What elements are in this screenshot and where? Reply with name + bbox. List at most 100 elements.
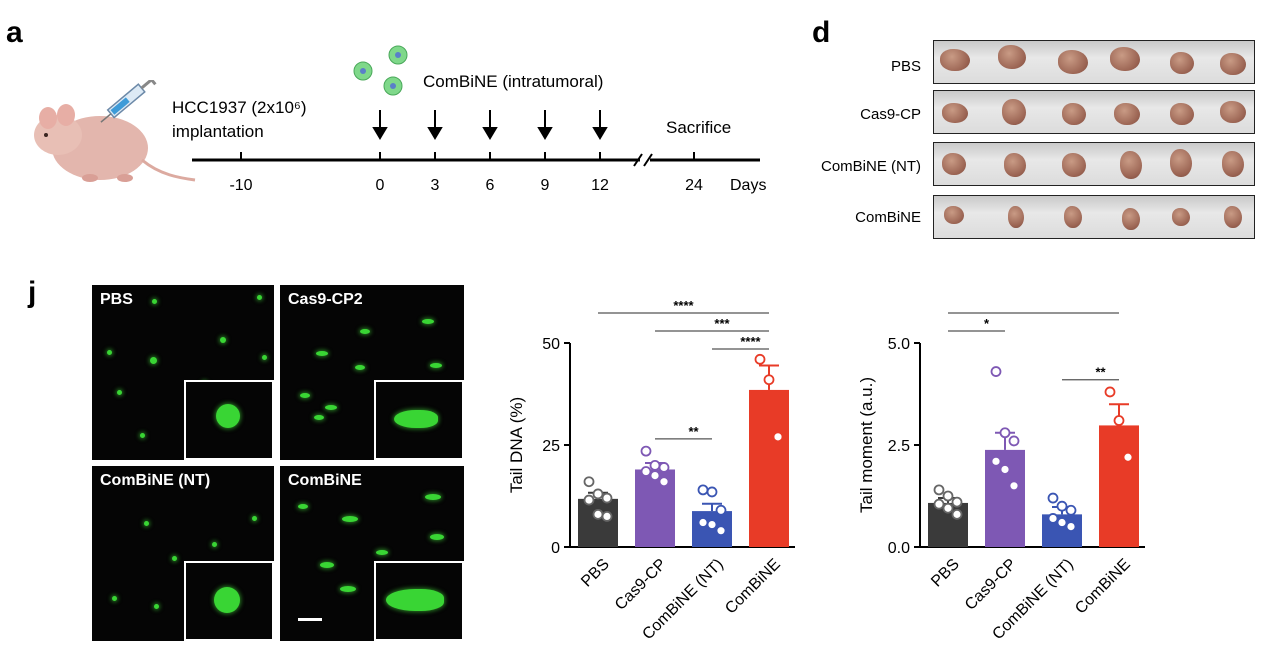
tumor bbox=[1062, 103, 1086, 125]
data-point bbox=[715, 525, 727, 537]
tumor bbox=[1224, 206, 1242, 228]
tumor-photo-row-combine bbox=[933, 195, 1255, 239]
tumor bbox=[998, 45, 1026, 69]
data-point bbox=[1047, 513, 1059, 524]
data-point bbox=[999, 427, 1011, 439]
tumor bbox=[1170, 52, 1194, 74]
x-tick-label: ComBiNE bbox=[1072, 556, 1134, 618]
data-point bbox=[1122, 451, 1134, 463]
data-point bbox=[1104, 386, 1116, 398]
scale-bar bbox=[298, 618, 322, 621]
timeline-axis bbox=[192, 110, 760, 167]
tumor bbox=[942, 103, 968, 123]
data-point bbox=[640, 466, 652, 477]
tumor bbox=[1002, 99, 1026, 125]
data-point bbox=[583, 476, 595, 488]
timeline-tick: -10 bbox=[229, 177, 253, 194]
data-point bbox=[763, 374, 775, 386]
comet-image-label: ComBiNE (NT) bbox=[100, 472, 211, 489]
comet-inset bbox=[374, 380, 464, 460]
photo-row-label: PBS bbox=[890, 58, 921, 75]
significance-label: *** bbox=[714, 316, 730, 331]
tumor bbox=[1114, 103, 1140, 125]
y-tick-label: 50 bbox=[542, 336, 560, 353]
mouse-illustration bbox=[34, 80, 196, 182]
data-point bbox=[1008, 435, 1020, 447]
y-axis-label: Tail DNA (%) bbox=[507, 397, 526, 493]
data-point bbox=[1065, 521, 1077, 533]
tumor bbox=[1220, 53, 1246, 75]
significance-label: **** bbox=[740, 334, 761, 349]
tumor-photo-row-pbs bbox=[933, 40, 1255, 84]
comet-inset bbox=[374, 561, 464, 641]
tumor-photo-row-cas9-cp bbox=[933, 90, 1255, 134]
bar bbox=[749, 389, 789, 547]
panel-label-d: d bbox=[812, 16, 831, 49]
tumor bbox=[1120, 151, 1142, 179]
photo-row-label: Cas9-CP bbox=[860, 106, 921, 123]
data-point bbox=[1056, 517, 1068, 528]
comet-image-cas9-cp2: Cas9-CP2 bbox=[280, 285, 464, 460]
data-point bbox=[1113, 415, 1125, 426]
data-point bbox=[658, 476, 670, 488]
data-point bbox=[706, 486, 718, 498]
data-point bbox=[951, 496, 963, 508]
tumor bbox=[944, 206, 964, 224]
tumor bbox=[1062, 153, 1086, 177]
significance-label: * bbox=[984, 316, 990, 331]
data-point bbox=[601, 492, 613, 504]
data-point bbox=[999, 464, 1011, 475]
x-tick-label: PBS bbox=[578, 556, 613, 591]
data-point bbox=[649, 459, 661, 471]
tumor bbox=[1110, 47, 1140, 71]
data-point bbox=[933, 484, 945, 496]
photo-row-label: ComBiNE (NT) bbox=[821, 158, 921, 175]
data-point bbox=[951, 508, 963, 520]
timeline-tick: 24 bbox=[685, 177, 703, 194]
tumor bbox=[1170, 149, 1192, 177]
data-point bbox=[706, 519, 718, 530]
tumor bbox=[940, 49, 970, 71]
data-point bbox=[772, 431, 784, 443]
tumor bbox=[1004, 153, 1026, 177]
tumor bbox=[942, 153, 966, 175]
treatment-label: ComBiNE (intratumoral) bbox=[423, 72, 604, 91]
y-axis-label: Tail moment (a.u.) bbox=[857, 377, 876, 513]
data-point bbox=[697, 484, 709, 496]
significance-label: ** bbox=[688, 424, 699, 439]
comet-image-pbs: PBS bbox=[92, 285, 274, 460]
implantation-label: HCC1937 (2x10⁶) implantation bbox=[172, 98, 307, 141]
tumor bbox=[1170, 103, 1194, 125]
significance-label: ** bbox=[1095, 365, 1106, 380]
data-point bbox=[1065, 504, 1077, 516]
tumor bbox=[1122, 208, 1140, 230]
data-point bbox=[592, 508, 604, 520]
sacrifice-label: Sacrifice bbox=[666, 118, 732, 137]
tumor-photo-row-combine-nt bbox=[933, 142, 1255, 186]
comet-image-label: Cas9-CP2 bbox=[288, 291, 363, 308]
data-point bbox=[942, 502, 954, 514]
comet-image-label: PBS bbox=[100, 291, 133, 308]
data-point bbox=[715, 504, 727, 516]
data-point bbox=[697, 517, 709, 528]
tumor bbox=[1058, 50, 1088, 74]
comet-image-combine-nt: ComBiNE (NT) bbox=[92, 466, 274, 641]
data-point bbox=[601, 510, 613, 522]
timeline-unit: Days bbox=[730, 177, 767, 194]
significance-label: **** bbox=[673, 298, 694, 313]
x-tick-label: PBS bbox=[928, 556, 963, 591]
tail-moment-chart: 0.0 2.5 5.0 Tail moment (a.u.) PBS Cas9-CP Com… bbox=[857, 312, 1145, 643]
tumor bbox=[1172, 208, 1190, 226]
y-tick-label: 2.5 bbox=[888, 438, 910, 455]
x-tick-label: Cas9-CP bbox=[962, 556, 1020, 614]
data-point bbox=[658, 462, 670, 473]
data-point bbox=[990, 455, 1002, 467]
photo-row-label: ComBiNE bbox=[855, 209, 921, 226]
timeline-tick: 3 bbox=[430, 177, 440, 194]
tumor bbox=[1222, 151, 1244, 177]
x-tick-label: ComBiNE bbox=[722, 556, 784, 618]
data-point bbox=[942, 490, 954, 502]
comet-image-combine: ComBiNE bbox=[280, 466, 464, 641]
comet-inset bbox=[184, 380, 274, 460]
